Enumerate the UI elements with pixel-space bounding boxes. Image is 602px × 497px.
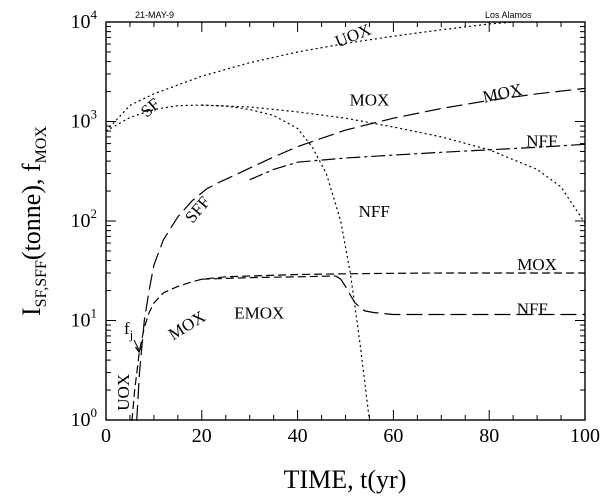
annotation-mox: MOX	[517, 255, 557, 274]
x-tick-label: 100	[570, 425, 600, 447]
x-axis-title: TIME, t(yr)	[284, 465, 407, 494]
fj-label: fj	[124, 319, 133, 342]
axis-ticks: 0 20 40 60 80 100 100 101 102 103 104	[71, 7, 601, 447]
y-tick-label: 101	[71, 306, 98, 332]
annotation-nff: NFF	[517, 299, 548, 318]
x-tick-label: 60	[383, 425, 403, 447]
x-tick-label: 40	[288, 425, 308, 447]
series-line-emox	[201, 275, 336, 280]
annotation-nff: NFF	[359, 202, 390, 221]
series-line-sf	[105, 104, 371, 422]
series-line-nff	[335, 275, 585, 316]
series-line-nff	[249, 143, 586, 181]
y-tick-label: 104	[71, 7, 98, 33]
plot-frame	[105, 21, 586, 421]
series-line-uox	[105, 21, 514, 132]
y-tick-label: 103	[71, 107, 98, 133]
fj-arrow-line	[133, 339, 140, 351]
x-tick-label: 80	[479, 425, 499, 447]
y-tick-label: 100	[71, 405, 98, 431]
annotation-uox: UOX	[114, 374, 133, 411]
annotation-nff: NFF	[526, 132, 557, 151]
annotation-mox: MOX	[350, 90, 390, 109]
x-tick-label: 0	[101, 425, 111, 447]
x-tick-label: 20	[192, 425, 212, 447]
series-line-mox	[136, 87, 586, 422]
series-group	[105, 21, 586, 422]
fj-marker: fj	[124, 319, 143, 354]
header-date: 21-MAY-9	[135, 10, 174, 20]
annotation-emox: EMOX	[234, 303, 284, 322]
fj-arrow-head	[134, 345, 143, 354]
y-tick-label: 102	[71, 206, 98, 232]
header-lab: Los Alamos	[485, 10, 532, 20]
y-axis-title: ISF,SFF(tonne), fMOX	[17, 126, 50, 316]
